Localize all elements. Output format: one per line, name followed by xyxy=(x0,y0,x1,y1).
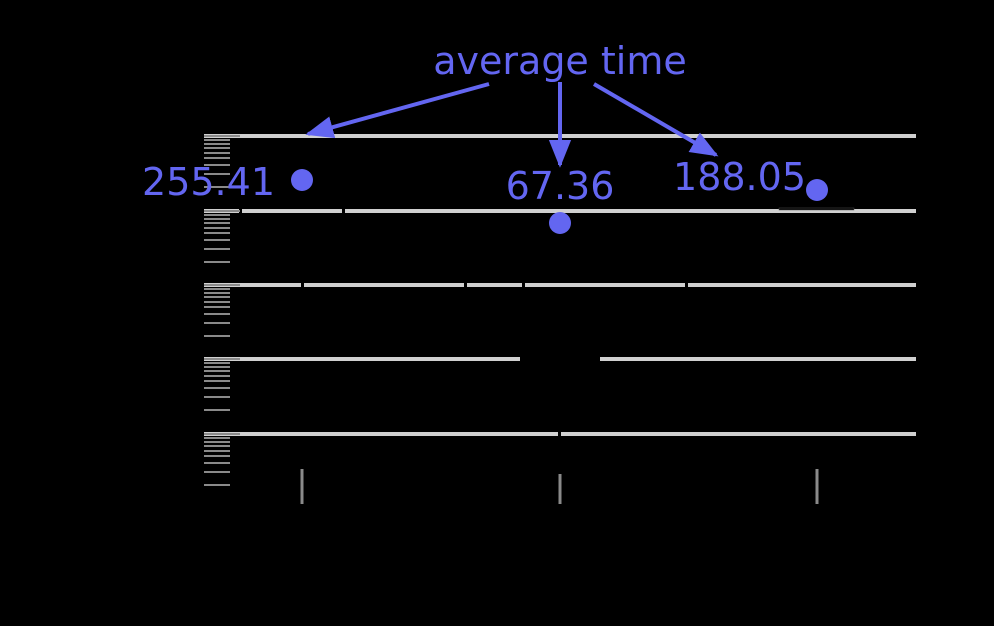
tick-group xyxy=(204,135,240,188)
value-label: 67.36 xyxy=(506,164,615,208)
tick-group xyxy=(204,358,240,411)
tick-group xyxy=(204,284,240,337)
value-label: 255.41 xyxy=(142,160,275,204)
x-axis-ticks xyxy=(300,469,819,504)
bar xyxy=(778,207,855,211)
tick-group xyxy=(204,433,240,486)
data-point xyxy=(806,179,828,201)
annotation-label: average time xyxy=(433,39,687,83)
tick-group xyxy=(204,210,240,263)
y-axis-ticks xyxy=(204,135,240,486)
value-label: 188.05 xyxy=(673,155,806,199)
arrow xyxy=(305,82,490,139)
gridlines xyxy=(204,134,916,436)
arrow xyxy=(592,82,719,157)
data-point xyxy=(291,169,313,191)
annotation-arrows xyxy=(305,82,719,168)
data-points xyxy=(291,169,828,234)
data-point xyxy=(549,212,571,234)
bar xyxy=(520,355,600,361)
